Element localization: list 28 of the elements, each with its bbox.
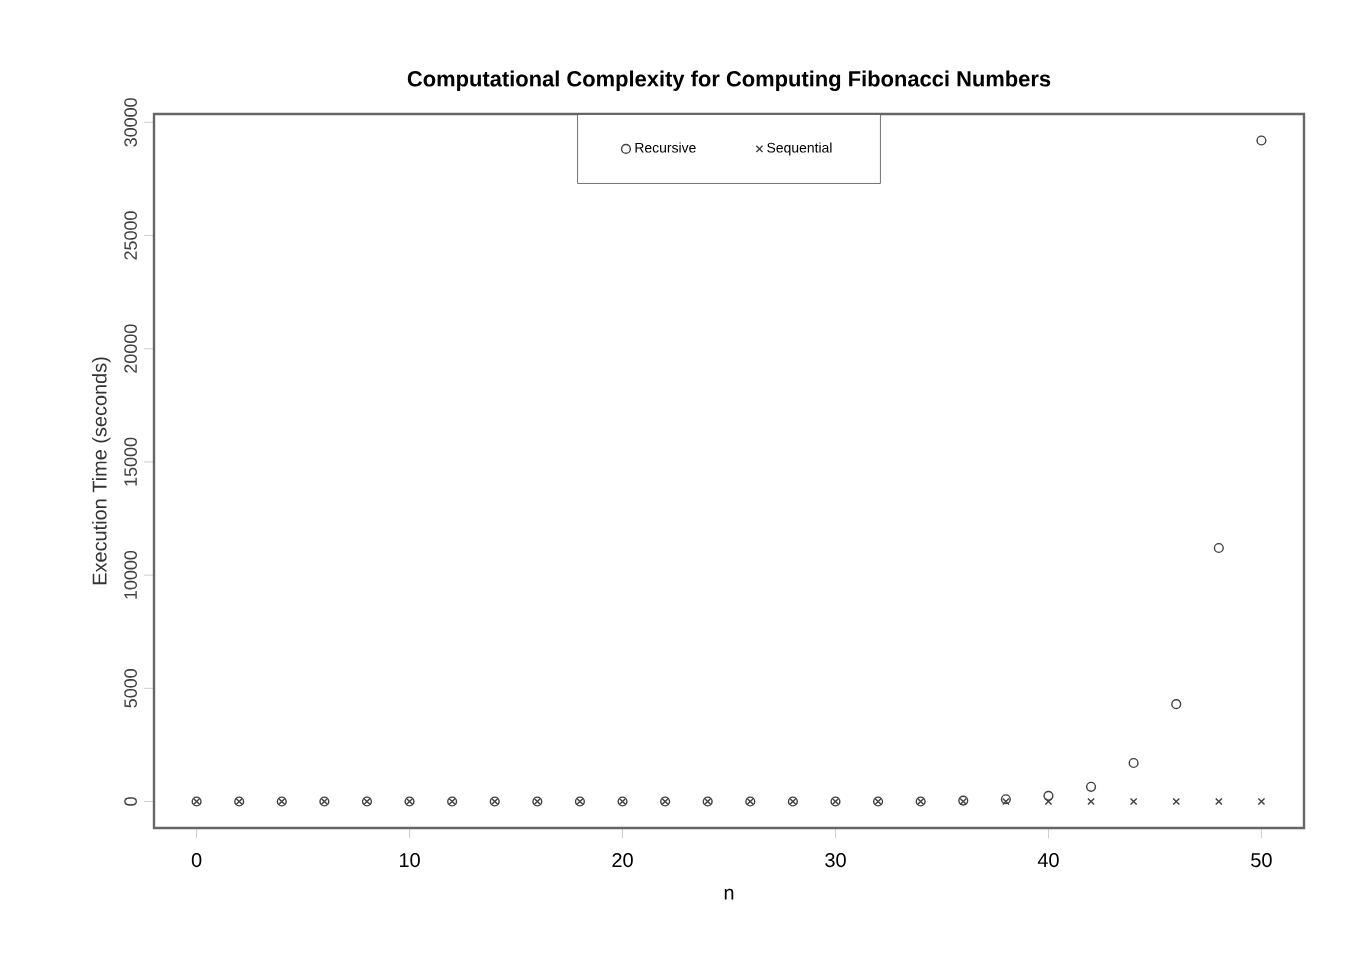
y-axis-title: Execution Time (seconds) [92, 357, 111, 585]
chart-title: Computational Complexity for Computing Fibonacci Numbers [407, 70, 1051, 92]
x-axis-title: n [724, 888, 734, 900]
point [1043, 790, 1054, 801]
point [1087, 797, 1095, 806]
y-tick-label: 25000 [124, 211, 137, 260]
point [1257, 797, 1266, 806]
x-tick-label: 40 [1037, 853, 1059, 868]
y-tick-label: 20000 [124, 324, 137, 373]
x-tick-label: 10 [400, 853, 420, 868]
y-tick-label: 0 [124, 797, 137, 806]
point [1215, 797, 1223, 806]
point [1256, 135, 1267, 146]
y-tick-label: 10000 [124, 550, 137, 599]
x-tick-label: 20 [612, 853, 633, 868]
point [1172, 797, 1181, 806]
y-tick-label: 30000 [124, 98, 137, 147]
x-tick-label: 30 [825, 853, 846, 868]
point [1128, 757, 1139, 769]
point [1129, 797, 1138, 806]
x-tick-label: 0 [191, 853, 202, 868]
x-tick-label: 50 [1251, 853, 1272, 868]
point [1044, 797, 1053, 806]
y-tick-label: 5000 [124, 669, 137, 708]
y-tick-label: 15000 [124, 437, 137, 486]
point [1171, 699, 1182, 710]
point [1213, 542, 1224, 554]
point [1085, 781, 1097, 792]
